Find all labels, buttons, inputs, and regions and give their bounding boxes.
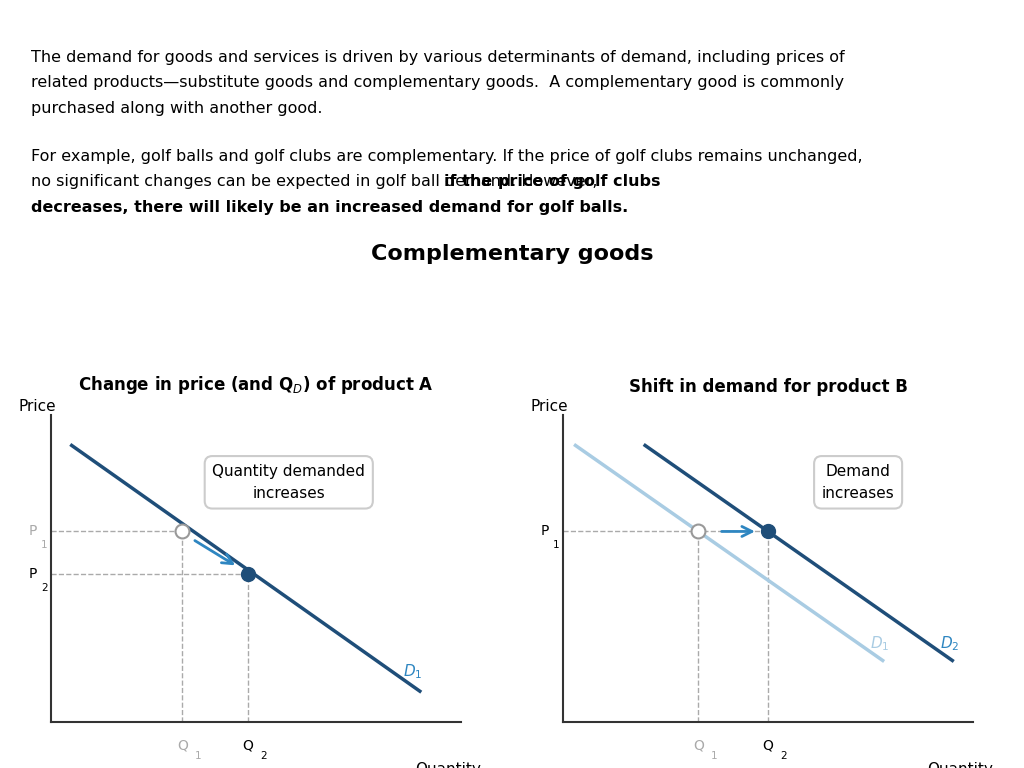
Text: $D_1$: $D_1$ <box>870 634 890 653</box>
Text: 1: 1 <box>711 751 717 761</box>
Text: 1: 1 <box>41 540 48 551</box>
Text: related products—substitute goods and complementary goods.  A complementary good: related products—substitute goods and co… <box>31 75 844 91</box>
Text: Q: Q <box>763 739 773 753</box>
Text: $D_1$: $D_1$ <box>403 662 423 680</box>
Text: 1: 1 <box>553 540 560 551</box>
Text: 2: 2 <box>260 751 266 761</box>
Text: purchased along with another good.: purchased along with another good. <box>31 101 323 116</box>
Text: $D_2$: $D_2$ <box>940 634 959 653</box>
Text: Demand
increases: Demand increases <box>821 464 895 501</box>
Text: Shift in demand for product B: Shift in demand for product B <box>629 378 907 396</box>
Text: Change in price (and Q$_D$) of product A: Change in price (and Q$_D$) of product A <box>78 373 434 396</box>
Text: Quantity demanded
increases: Quantity demanded increases <box>212 464 366 501</box>
Text: decreases, there will likely be an increased demand for golf balls.: decreases, there will likely be an incre… <box>31 200 628 215</box>
Text: 1: 1 <box>195 751 201 761</box>
Text: For example, golf balls and golf clubs are complementary. If the price of golf c: For example, golf balls and golf clubs a… <box>31 149 862 164</box>
Text: Price: Price <box>530 399 568 415</box>
Text: Q: Q <box>693 739 703 753</box>
Text: P: P <box>29 568 37 581</box>
Text: Q: Q <box>177 739 187 753</box>
Text: Quantity: Quantity <box>928 762 993 768</box>
Text: no significant changes can be expected in golf ball demand. However,: no significant changes can be expected i… <box>31 174 602 190</box>
Text: if the price of golf clubs: if the price of golf clubs <box>444 174 660 190</box>
Text: 2: 2 <box>41 583 48 594</box>
Text: Complementary goods: Complementary goods <box>371 244 653 264</box>
Text: P: P <box>541 525 549 538</box>
Text: Price: Price <box>18 399 56 415</box>
Text: P: P <box>29 525 37 538</box>
Text: 2: 2 <box>780 751 786 761</box>
Text: The demand for goods and services is driven by various determinants of demand, i: The demand for goods and services is dri… <box>31 50 845 65</box>
Text: Q: Q <box>243 739 253 753</box>
Text: Quantity: Quantity <box>416 762 481 768</box>
